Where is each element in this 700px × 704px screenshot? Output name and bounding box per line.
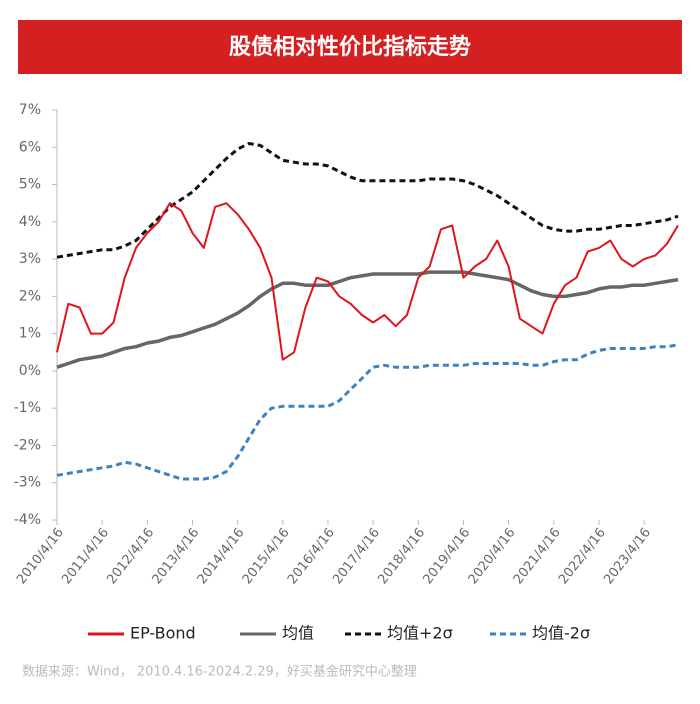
legend-label: EP-Bond [130,624,196,643]
y-tick-label: 3% [19,251,41,267]
title-banner [18,20,682,74]
y-tick-label: -2% [14,437,41,453]
series-line [56,202,679,361]
y-tick-label: 2% [19,288,41,304]
series-line [56,343,679,481]
y-tick-label: -3% [14,475,41,491]
legend-label: 均值 [282,624,314,643]
legend-label: 均值-2σ [532,624,590,643]
source-note: 数据来源：Wind， 2010.4.16-2024.2.29，好买基金研究中心整… [22,664,417,680]
y-tick-label: 0% [19,363,41,379]
legend-label: 均值+2σ [387,624,453,643]
y-tick-label: -1% [14,400,41,416]
y-tick-label: 4% [19,214,41,230]
y-tick-label: -4% [14,512,41,528]
series-line [56,142,679,259]
y-tick-label: 6% [19,139,41,155]
series-line [56,270,679,369]
y-tick-label: 1% [19,326,41,342]
chart-title: 股债相对性价比指标走势 [229,34,471,60]
y-tick-label: 7% [19,102,41,118]
x-tick-label: 2023/4/16 [601,525,654,587]
y-tick-label: 5% [19,177,41,193]
